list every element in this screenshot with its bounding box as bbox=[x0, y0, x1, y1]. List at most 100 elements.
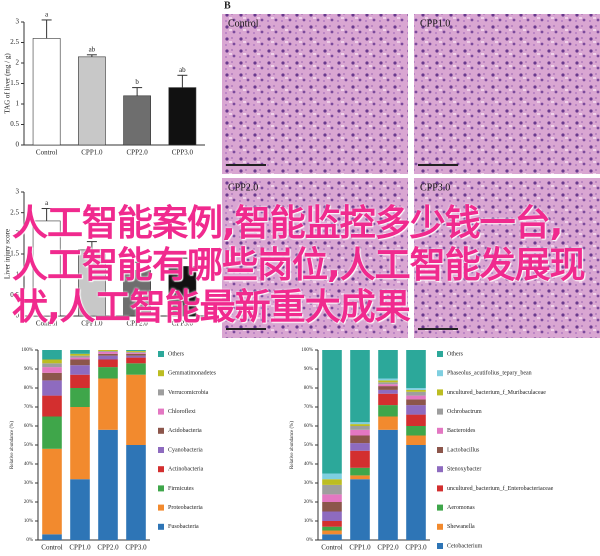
bar-segment bbox=[406, 426, 426, 436]
scale-bar bbox=[418, 328, 458, 330]
bar-segment bbox=[42, 350, 62, 360]
y-tick-label: 2.5 bbox=[10, 38, 19, 46]
y-tick-label: 20% bbox=[24, 500, 33, 505]
y-tick-label: 90% bbox=[304, 367, 313, 372]
value-label: c bbox=[181, 249, 184, 257]
legend-label: Shewanella bbox=[447, 524, 475, 530]
bar-segment bbox=[350, 424, 370, 426]
legend-swatch bbox=[437, 504, 443, 511]
y-tick-label: 1.5 bbox=[10, 79, 19, 87]
legend-label: uncultured_bacterium_f_Muribaculaceae bbox=[447, 389, 546, 396]
legend-label: Others bbox=[447, 351, 464, 357]
legend-label: Others bbox=[168, 351, 185, 357]
y-tick-label: 2 bbox=[16, 59, 20, 67]
bar-segment bbox=[322, 473, 342, 480]
bar-segment bbox=[378, 382, 398, 385]
value-label: b bbox=[135, 78, 139, 86]
x-tick-label: CPP2.0 bbox=[127, 149, 149, 157]
x-tick-label: Control bbox=[36, 149, 57, 157]
micrograph-label: CPP1.0 bbox=[420, 18, 450, 29]
x-tick-label: Control bbox=[41, 544, 62, 552]
bar-segment bbox=[42, 367, 62, 373]
bar-segment bbox=[378, 384, 398, 387]
micrograph bbox=[414, 178, 600, 338]
legend-label: Proteobacteria bbox=[168, 505, 203, 511]
y-tick-label: 60% bbox=[304, 424, 313, 429]
bar-segment bbox=[378, 389, 398, 394]
panel-label: B bbox=[224, 0, 231, 11]
legend-label: Fusobacteria bbox=[168, 524, 199, 530]
legend-swatch bbox=[437, 427, 443, 434]
value-label: b bbox=[90, 232, 94, 240]
bar-segment bbox=[350, 443, 370, 451]
x-tick-label: CPP1.0 bbox=[81, 149, 103, 157]
scale-bar bbox=[226, 328, 266, 330]
value-label: ab bbox=[89, 45, 96, 53]
overlay-text: 人工智能案例,智能监控多少钱一台,人工智能有哪些岗位,人工智能发展现状,人工智能… bbox=[12, 203, 586, 328]
bar-segment bbox=[406, 350, 426, 388]
bar-segment bbox=[378, 380, 398, 383]
bar-segment bbox=[322, 502, 342, 512]
bar-segment bbox=[378, 378, 398, 381]
bar-segment bbox=[98, 367, 118, 379]
legend-swatch bbox=[158, 485, 164, 492]
bar-segment bbox=[322, 526, 342, 531]
x-tick-label: Control bbox=[321, 544, 342, 552]
x-tick-label: CPP2.0 bbox=[127, 320, 149, 328]
y-tick-label: 80% bbox=[24, 386, 33, 391]
bar-segment bbox=[98, 350, 118, 352]
bar-segment bbox=[70, 374, 90, 388]
x-tick-label: Control bbox=[36, 320, 57, 328]
y-tick-label: 50% bbox=[24, 443, 33, 448]
y-tick-label: 0.5 bbox=[10, 291, 19, 299]
bar-segment bbox=[406, 414, 426, 426]
bar-segment bbox=[42, 395, 62, 417]
bar-segment bbox=[126, 350, 146, 351]
bar-segment bbox=[70, 388, 90, 407]
legend-label: Ochrobactrum bbox=[447, 409, 482, 415]
y-tick-label: 70% bbox=[304, 405, 313, 410]
legend-label: Stenoxybacter bbox=[447, 467, 481, 473]
x-tick-label: CPP2.0 bbox=[377, 544, 399, 552]
bar-segment bbox=[42, 416, 62, 449]
bar-segment bbox=[406, 389, 426, 392]
bar-segment bbox=[70, 365, 90, 375]
bar-segment bbox=[70, 353, 90, 356]
legend-swatch bbox=[437, 408, 443, 415]
bar-segment bbox=[126, 353, 146, 356]
micrograph-label: Control bbox=[228, 18, 259, 29]
legend-swatch bbox=[437, 466, 443, 473]
bar-segment bbox=[98, 429, 118, 540]
legend-label: Phaseolus_acutifolius_tepary_bean bbox=[447, 370, 532, 377]
bar-segment bbox=[42, 363, 62, 368]
legend-swatch bbox=[158, 389, 164, 396]
legend-swatch bbox=[158, 523, 164, 530]
y-tick-label: 30% bbox=[304, 481, 313, 486]
bar-segment bbox=[406, 445, 426, 540]
bar-segment bbox=[378, 429, 398, 540]
bar bbox=[168, 266, 197, 317]
bar-segment bbox=[406, 391, 426, 396]
bar-segment bbox=[70, 350, 90, 354]
bar-segment bbox=[42, 380, 62, 396]
bar-segment bbox=[98, 350, 118, 351]
y-tick-label: 30% bbox=[24, 481, 33, 486]
y-tick-label: 40% bbox=[304, 462, 313, 467]
bar bbox=[123, 95, 152, 146]
value-label: c bbox=[136, 253, 139, 261]
y-tick-label: 70% bbox=[24, 405, 33, 410]
bar-segment bbox=[406, 435, 426, 445]
legend-swatch bbox=[158, 447, 164, 453]
bar-segment bbox=[70, 479, 90, 540]
scale-bar bbox=[226, 164, 266, 166]
legend-label: uncultured_bacterium_f_Enterobacteriacea… bbox=[447, 485, 554, 492]
x-tick-label: CPP3.0 bbox=[172, 320, 194, 328]
x-tick-label: CPP1.0 bbox=[81, 320, 103, 328]
bar-segment bbox=[322, 479, 342, 485]
bar-segment bbox=[70, 359, 90, 366]
legend-swatch bbox=[158, 370, 164, 377]
bar bbox=[32, 38, 61, 146]
micrograph bbox=[414, 14, 600, 174]
legend-swatch bbox=[158, 408, 164, 415]
bar-segment bbox=[350, 429, 370, 436]
